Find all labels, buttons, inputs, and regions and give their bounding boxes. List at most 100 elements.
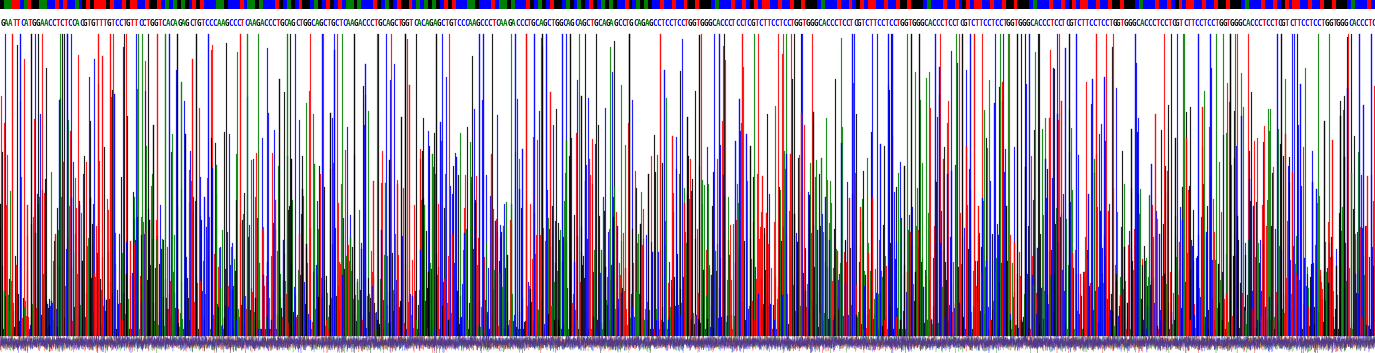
Bar bbox=[1218, 0, 1222, 9]
Bar bbox=[715, 0, 719, 9]
Bar bbox=[1037, 0, 1041, 9]
Bar bbox=[573, 0, 578, 9]
Bar bbox=[1328, 0, 1332, 9]
Bar bbox=[432, 0, 436, 9]
Bar bbox=[1242, 0, 1246, 9]
Text: T: T bbox=[873, 19, 877, 28]
Text: C: C bbox=[1182, 19, 1188, 28]
Bar bbox=[177, 0, 180, 9]
Text: G: G bbox=[1336, 19, 1341, 28]
Text: T: T bbox=[1286, 19, 1290, 28]
Bar bbox=[389, 0, 393, 9]
Bar bbox=[133, 0, 138, 9]
Bar bbox=[358, 0, 362, 9]
Text: G: G bbox=[106, 19, 111, 28]
Bar bbox=[696, 0, 700, 9]
Text: T: T bbox=[16, 19, 21, 28]
Bar bbox=[4, 0, 8, 9]
Text: G: G bbox=[688, 19, 693, 28]
Bar bbox=[950, 0, 954, 9]
Text: C: C bbox=[786, 19, 791, 28]
Text: T: T bbox=[696, 19, 700, 28]
Bar bbox=[239, 0, 243, 9]
Bar bbox=[861, 0, 865, 9]
Bar bbox=[248, 0, 252, 9]
Bar bbox=[624, 0, 628, 9]
Bar bbox=[1085, 0, 1088, 9]
Text: T: T bbox=[338, 19, 342, 28]
Text: C: C bbox=[114, 19, 120, 28]
Bar bbox=[342, 0, 345, 9]
Text: G: G bbox=[793, 19, 799, 28]
Bar bbox=[821, 0, 825, 9]
Text: C: C bbox=[676, 19, 681, 28]
Text: C: C bbox=[213, 19, 217, 28]
Text: T: T bbox=[241, 19, 245, 28]
Text: C: C bbox=[1038, 19, 1042, 28]
Text: C: C bbox=[1277, 19, 1282, 28]
Bar bbox=[1077, 0, 1081, 9]
Text: T: T bbox=[1226, 19, 1231, 28]
Text: A: A bbox=[499, 19, 505, 28]
Bar bbox=[1320, 0, 1324, 9]
Bar bbox=[723, 0, 727, 9]
Bar bbox=[947, 0, 950, 9]
Text: T: T bbox=[896, 19, 901, 28]
Bar bbox=[825, 0, 829, 9]
Text: A: A bbox=[385, 19, 390, 28]
Text: G: G bbox=[1233, 19, 1239, 28]
Text: C: C bbox=[334, 19, 340, 28]
Bar bbox=[0, 0, 4, 9]
Bar bbox=[110, 0, 114, 9]
Bar bbox=[785, 0, 789, 9]
Bar bbox=[605, 0, 609, 9]
Text: C: C bbox=[463, 19, 469, 28]
Bar bbox=[876, 0, 880, 9]
Bar bbox=[1167, 0, 1170, 9]
Text: C: C bbox=[59, 19, 65, 28]
Text: A: A bbox=[165, 19, 170, 28]
Bar bbox=[12, 0, 15, 9]
Bar bbox=[19, 0, 23, 9]
Text: G: G bbox=[1238, 19, 1243, 28]
Bar bbox=[1367, 0, 1371, 9]
Bar bbox=[538, 0, 542, 9]
Bar bbox=[8, 0, 12, 9]
Bar bbox=[931, 0, 935, 9]
Text: T: T bbox=[683, 19, 689, 28]
Bar bbox=[747, 0, 751, 9]
Text: T: T bbox=[1187, 19, 1192, 28]
Bar bbox=[719, 0, 723, 9]
Bar bbox=[637, 0, 641, 9]
Bar bbox=[472, 0, 476, 9]
Text: C: C bbox=[296, 19, 300, 28]
Bar bbox=[385, 0, 389, 9]
Bar bbox=[322, 0, 326, 9]
Bar bbox=[455, 0, 459, 9]
Bar bbox=[652, 0, 656, 9]
Text: G: G bbox=[628, 19, 634, 28]
Text: C: C bbox=[759, 19, 763, 28]
Bar bbox=[1092, 0, 1096, 9]
Text: C: C bbox=[1089, 19, 1093, 28]
Text: T: T bbox=[861, 19, 865, 28]
Text: C: C bbox=[880, 19, 886, 28]
Bar bbox=[252, 0, 256, 9]
Bar bbox=[1284, 0, 1288, 9]
Text: A: A bbox=[23, 19, 29, 28]
Bar bbox=[1064, 0, 1068, 9]
Bar bbox=[943, 0, 947, 9]
Text: T: T bbox=[626, 19, 630, 28]
Bar bbox=[840, 0, 844, 9]
Text: T: T bbox=[1191, 19, 1195, 28]
Text: T: T bbox=[131, 19, 135, 28]
Text: C: C bbox=[1242, 19, 1247, 28]
Bar bbox=[742, 0, 747, 9]
Bar bbox=[994, 0, 998, 9]
Text: T: T bbox=[1072, 19, 1078, 28]
Bar bbox=[1371, 0, 1375, 9]
Bar bbox=[1261, 0, 1265, 9]
Bar bbox=[428, 0, 432, 9]
Text: G: G bbox=[389, 19, 395, 28]
Bar bbox=[1305, 0, 1308, 9]
